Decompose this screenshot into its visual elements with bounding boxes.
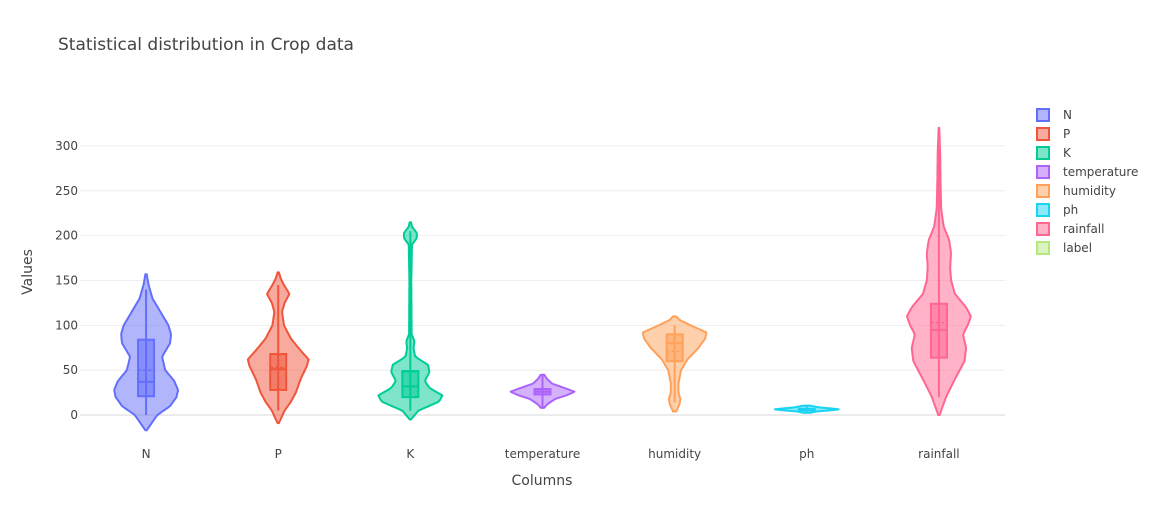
legend-swatch (1036, 222, 1050, 236)
legend-swatch (1036, 146, 1050, 160)
legend-item-temperature[interactable]: temperature (1036, 165, 1138, 179)
violin-box (269, 353, 288, 391)
legend-item-N[interactable]: N (1036, 108, 1072, 122)
x-tick-label: K (406, 447, 415, 461)
legend-swatch (1036, 165, 1050, 179)
legend-item-ph[interactable]: ph (1036, 203, 1078, 217)
y-tick-label: 250 (55, 184, 78, 198)
legend-item-rainfall[interactable]: rainfall (1036, 222, 1104, 236)
grid-lines (80, 145, 1005, 417)
violin-ph (773, 404, 840, 414)
y-axis-title: Values (20, 249, 36, 295)
violin-N (113, 273, 179, 432)
legend-item-humidity[interactable]: humidity (1036, 184, 1116, 198)
legend-swatch (1036, 127, 1050, 141)
y-axis-ticks: 0 50 100 150 200 250 300 (55, 139, 78, 422)
violin-humidity (641, 315, 708, 413)
x-tick-label: ph (799, 447, 814, 461)
x-axis-title: Columns (512, 473, 573, 489)
violin-temperature (509, 373, 576, 409)
legend-item-K[interactable]: K (1036, 146, 1072, 160)
legend-label: P (1063, 127, 1070, 141)
legend-label: rainfall (1063, 222, 1104, 236)
y-tick-label: 50 (63, 363, 78, 377)
y-tick-label: 200 (55, 229, 78, 243)
violin-rainfall (906, 126, 972, 417)
x-tick-label: humidity (648, 447, 701, 461)
plot-area (113, 126, 972, 432)
y-tick-label: 0 (70, 408, 78, 422)
legend-swatch (1036, 203, 1050, 217)
legend-label: ph (1063, 203, 1078, 217)
chart-title: Statistical distribution in Crop data (58, 35, 354, 55)
legend-label: K (1063, 146, 1072, 160)
y-tick-label: 150 (55, 273, 78, 287)
legend-swatch (1036, 184, 1050, 198)
legend-swatch (1036, 241, 1050, 255)
legend-swatch (1036, 108, 1050, 122)
x-tick-label: rainfall (918, 447, 959, 461)
violin-box (401, 370, 420, 399)
y-tick-label: 300 (55, 139, 78, 153)
x-tick-label: N (142, 447, 151, 461)
violin-box (665, 333, 684, 363)
x-tick-label: temperature (505, 447, 580, 461)
legend-label: temperature (1063, 165, 1138, 179)
legend-item-label[interactable]: label (1036, 241, 1092, 255)
legend-item-P[interactable]: P (1036, 127, 1070, 141)
x-tick-label: P (275, 447, 282, 461)
y-tick-label: 100 (55, 318, 78, 332)
violin-K (377, 221, 444, 421)
legend-label: label (1063, 241, 1092, 255)
violin-box (137, 338, 156, 398)
violin-P (246, 271, 310, 425)
legend-label: N (1063, 108, 1072, 122)
legend-label: humidity (1063, 184, 1116, 198)
